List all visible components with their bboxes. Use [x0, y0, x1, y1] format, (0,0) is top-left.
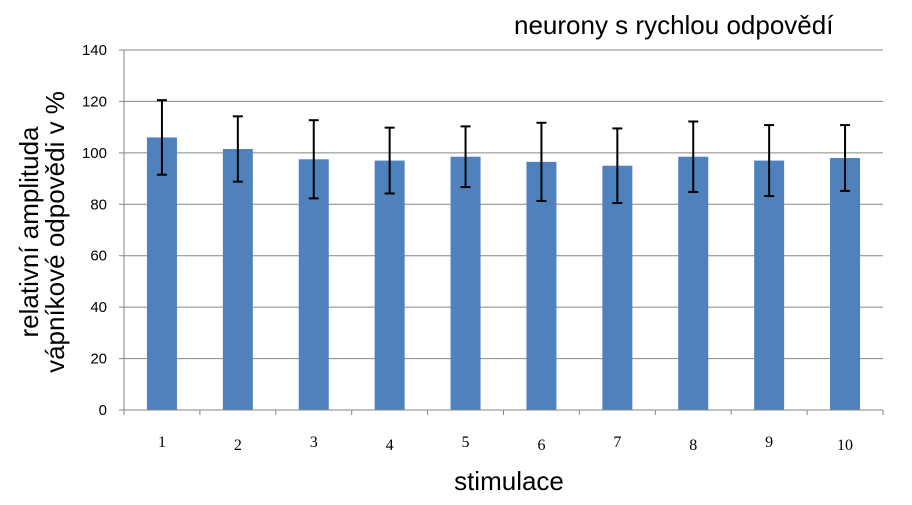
x-tick-label: 1 — [158, 434, 166, 451]
bar-9 — [754, 160, 785, 410]
y-tick-label: 120 — [82, 93, 107, 110]
x-axis-label: stimulace — [454, 466, 564, 496]
y-tick-label: 100 — [82, 145, 107, 162]
y-tick-label: 60 — [90, 248, 107, 265]
bar-1 — [146, 137, 177, 410]
chart-title: neurony s rychlou odpovědí — [514, 10, 834, 40]
error-bar-8 — [688, 120, 699, 193]
bar-2 — [222, 149, 253, 410]
axes — [119, 49, 884, 415]
bar-10 — [830, 158, 861, 410]
y-tick-label: 40 — [90, 299, 107, 316]
y-tick-label: 0 — [99, 402, 107, 419]
x-tick-label: 3 — [310, 434, 318, 451]
y-axis-label-line-2: vápníkové odpovědi v % — [40, 91, 70, 373]
error-bar-2 — [232, 115, 243, 183]
x-tick-label: 5 — [462, 434, 470, 451]
error-bar-4 — [384, 126, 395, 195]
x-tick-label: 2 — [234, 437, 242, 454]
bars — [146, 137, 861, 410]
y-tick-label: 80 — [90, 196, 107, 213]
error-bar-1 — [156, 99, 167, 176]
x-tick-label: 10 — [837, 437, 853, 454]
y-tick-labels: 0 20 40 60 80 100 120 140 — [82, 42, 107, 419]
y-axis-label-line-1: relativní amplituda — [14, 126, 44, 338]
error-bar-5 — [460, 125, 471, 189]
error-bar-9 — [764, 124, 775, 198]
y-axis-label: relativní amplituda vápníkové odpovědi v… — [14, 91, 70, 373]
bar-6 — [526, 161, 557, 410]
bar-7 — [602, 165, 633, 410]
error-bar-10 — [840, 124, 851, 192]
error-bar-7 — [612, 127, 623, 204]
x-tick-label: 4 — [386, 437, 394, 454]
x-tick-label: 7 — [613, 434, 621, 451]
bar-4 — [374, 160, 405, 410]
error-bar-6 — [536, 121, 547, 202]
error-bars — [156, 99, 851, 204]
x-tick-label: 6 — [537, 437, 545, 454]
x-tick-labels: 1 2 3 4 5 6 7 8 9 10 — [158, 434, 853, 454]
y-tick-label: 140 — [82, 42, 107, 59]
bar-3 — [298, 159, 329, 410]
bar-5 — [450, 156, 481, 410]
bar-8 — [678, 156, 709, 410]
y-tick-label: 20 — [90, 351, 107, 368]
x-tick-label: 9 — [765, 434, 773, 451]
error-bar-3 — [308, 119, 319, 200]
x-tick-label: 8 — [689, 437, 697, 454]
